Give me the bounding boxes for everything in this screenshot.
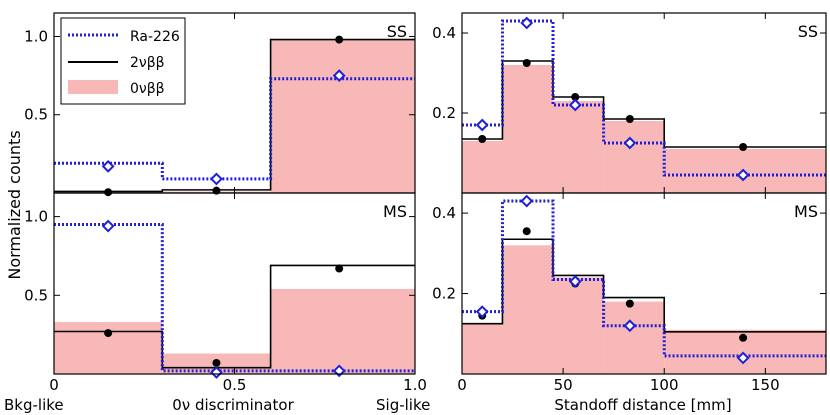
bar-0nu-disc-ms-2: [270, 289, 415, 374]
bar-0nu-stand-ms-1: [502, 245, 553, 374]
point-2nu-stand-ss-2: [571, 93, 580, 101]
right-x-axis-label: Standoff distance [mm]: [554, 396, 731, 414]
bar-0nu-stand-ss-1: [502, 65, 553, 193]
y-axis-label: Normalized counts: [5, 130, 24, 279]
point-ra226-stand-ms-1: [520, 194, 534, 208]
point-ra226-disc-ms-1: [210, 366, 223, 379]
point-ra226-disc-ss-2: [332, 69, 346, 83]
bar-0nu-stand-ms-0: [462, 323, 503, 374]
point-2nu-disc-ms-0: [104, 329, 113, 338]
point-2nu-stand-ss-3: [625, 115, 634, 123]
point-ra226-stand-ss-0: [475, 118, 489, 132]
point-2nu-disc-ss-2: [335, 35, 344, 44]
line-ra226-disc-ss: [54, 77, 415, 181]
panel-label-stand-ms: MS: [794, 202, 818, 221]
line-2nu-stand-ms: [462, 238, 826, 333]
point-ra226-stand-ms-0: [475, 305, 489, 319]
xtick-label-stand-ms-3: 150: [751, 376, 780, 394]
point-ra226-disc-ss-1: [210, 172, 223, 186]
point-2nu-stand-ss-1: [522, 59, 531, 67]
ytick-label-stand-ms-1: 0.4: [432, 204, 456, 222]
point-ra226-disc-ms-2: [332, 364, 346, 378]
point-2nu-disc-ms-1: [212, 358, 221, 367]
point-2nu-stand-ms-1: [522, 227, 531, 236]
xtick-label-stand-ms-1: 50: [554, 376, 573, 394]
legend-label-ra226: Ra-226: [130, 29, 180, 45]
point-ra226-disc-ms-0: [101, 219, 115, 233]
point-2nu-disc-ss-0: [104, 188, 113, 197]
point-2nu-stand-ss-0: [478, 135, 487, 143]
xtick-label-disc-ms-0: 0: [49, 376, 59, 394]
left-x-low-label: Bkg-like: [4, 396, 64, 414]
panel-discriminator-ms: 0.5 1.0 0 0.5 1.0 MS: [24, 192, 427, 394]
point-ra226-stand-ss-2: [568, 98, 582, 112]
point-2nu-disc-ms-2: [335, 264, 344, 273]
legend-label-0nu: 0νββ: [130, 81, 165, 97]
ytick-label-disc-ss-0: 0.5: [24, 106, 48, 124]
bar-0nu-stand-ms-3: [603, 301, 665, 374]
bar-0nu-stand-ss-2: [553, 101, 604, 193]
xtick-label-disc-ms-1: 0.5: [223, 376, 247, 394]
line-ra226-disc-ms: [54, 222, 415, 373]
point-ra226-stand-ss-1: [520, 16, 534, 30]
point-2nu-stand-ms-3: [625, 299, 634, 308]
ytick-label-stand-ss-1: 0.4: [432, 24, 456, 42]
bar-0nu-stand-ss-0: [462, 141, 503, 193]
ytick-label-disc-ms-0: 0.5: [24, 286, 48, 304]
point-ra226-stand-ms-3: [623, 319, 637, 333]
point-ra226-disc-ss-0: [101, 159, 115, 173]
point-ra226-stand-ms-2: [568, 275, 582, 288]
xtick-label-stand-ms-0: 0: [457, 376, 467, 394]
bar-0nu-stand-ms-2: [553, 277, 604, 374]
ytick-label-stand-ss-0: 0.2: [432, 104, 456, 122]
legend: Ra-226 2νββ 0νββ: [60, 17, 186, 105]
xtick-label-stand-ms-2: 100: [650, 376, 679, 394]
bar-0nu-disc-ss-2: [270, 39, 415, 193]
panel-discriminator-ss: 0.5 1.0 SS: [24, 12, 416, 197]
ytick-label-disc-ms-1: 1.0: [24, 208, 48, 226]
bar-0nu-stand-ss-3: [603, 121, 665, 193]
legend-swatch-0nu: [68, 80, 118, 94]
xtick-label-disc-ms-2: 1.0: [403, 376, 427, 394]
left-x-axis-label: 0ν discriminator: [172, 396, 294, 414]
panel-label-stand-ss: SS: [798, 22, 818, 41]
axes-frame-stand-ms: [461, 192, 827, 375]
panel-label-disc-ss: SS: [387, 22, 407, 41]
point-2nu-stand-ss-4: [739, 143, 748, 151]
left-x-high-label: Sig-like: [376, 396, 430, 414]
panel-label-disc-ms: MS: [383, 202, 407, 221]
panel-standoff-ss: 0.2 0.4 SS: [432, 12, 827, 194]
point-2nu-stand-ms-4: [739, 333, 748, 342]
point-ra226-stand-ss-4: [736, 168, 750, 182]
legend-label-2nu: 2νββ: [130, 55, 165, 71]
point-ra226-stand-ss-3: [623, 136, 637, 150]
panel-standoff-ms: 0.2 0.4 0 50 100 150 MS: [432, 192, 827, 394]
ytick-label-stand-ms-0: 0.2: [432, 285, 456, 303]
point-ra226-stand-ms-4: [736, 351, 750, 365]
ytick-label-disc-ss-1: 1.0: [24, 27, 48, 45]
